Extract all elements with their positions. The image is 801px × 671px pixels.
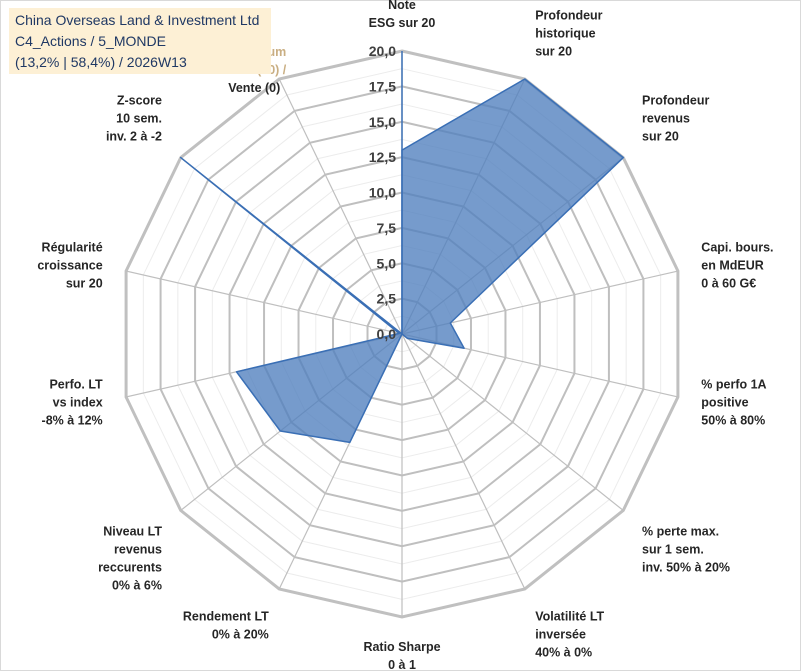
tick-label: 7,5	[377, 220, 397, 236]
axis-label-line: inv. 2 à -2	[106, 130, 162, 144]
axis-label-11: Régularité croissance sur 20	[37, 241, 102, 291]
tick-label: 5,0	[377, 255, 397, 271]
axis-label-line: 0 à 1	[388, 658, 416, 671]
axis-label-12: Z-score 10 sem. inv. 2 à -2	[106, 94, 162, 144]
chart-title-box: China Overseas Land & Investment Ltd C4_…	[9, 8, 271, 74]
axis-label-line: 0% à 20%	[212, 628, 269, 642]
axis-label-line: en MdEUR	[701, 259, 764, 273]
axis-label-line: revenus	[114, 542, 162, 556]
axis-label-line: Profondeur	[535, 8, 602, 22]
axis-label-line: croissance	[37, 259, 102, 273]
radar-series	[179, 78, 625, 444]
tick-label: 17,5	[369, 78, 396, 94]
tick-label: 12,5	[369, 149, 396, 165]
tick-label: 15,0	[369, 114, 396, 130]
axis-label-7: Ratio Sharpe 0 à 1	[363, 640, 440, 671]
axis-label-line: vs index	[53, 395, 103, 409]
axis-label-line: ESG sur 20	[369, 16, 436, 30]
chart-title: China Overseas Land & Investment Ltd	[15, 12, 260, 28]
chart-subtitle-category: C4_Actions / 5_MONDE	[15, 33, 166, 49]
axis-label-line: positive	[701, 395, 748, 409]
axis-label-4: % perfo 1A positive 50% à 80%	[701, 377, 766, 427]
axis-label-line: 10 sem.	[116, 112, 162, 126]
axis-label-line: Profondeur	[642, 94, 709, 108]
axis-label-line: 0% à 6%	[112, 578, 162, 592]
tick-label: 2,5	[377, 291, 397, 307]
axis-label-line: inv. 50% à 20%	[642, 560, 730, 574]
axis-label-line: inversée	[535, 628, 586, 642]
axis-label-line: Vente (0)	[228, 81, 280, 95]
axis-label-line: reccurents	[98, 560, 162, 574]
axis-label-line: 50% à 80%	[701, 413, 765, 427]
series-area	[179, 78, 625, 444]
axis-label-line: 40% à 0%	[535, 646, 592, 660]
axis-label-10: Perfo. LT vs index -8% à 12%	[42, 377, 104, 427]
axis-label-line: % perte max.	[642, 524, 719, 538]
grid-spoke	[401, 333, 526, 590]
axis-label-line: Régularité	[42, 241, 103, 255]
axis-label-line: Perfo. LT	[49, 377, 103, 391]
axis-label-line: % perfo 1A	[701, 377, 766, 391]
axis-label-5: % perte max. sur 1 sem. inv. 50% à 20%	[642, 524, 730, 574]
axis-label-line: sur 20	[66, 277, 103, 291]
axis-label-line: revenus	[642, 112, 690, 126]
axis-label-line: Volatilité LT	[535, 610, 604, 624]
axis-label-6: Volatilité LT inversée 40% à 0%	[535, 610, 604, 660]
radial-tick-labels: 0,0 2,5 5,0 7,5 10,0 12,5 15,0 17,5 20,0	[369, 43, 396, 342]
grid-spoke	[401, 333, 624, 511]
axis-label-2: Profondeur revenus sur 20	[642, 94, 709, 144]
axis-label-line: sur 1 sem.	[642, 542, 704, 556]
axis-label-9: Niveau LT revenus reccurents 0% à 6%	[98, 524, 162, 592]
grid-spoke	[125, 270, 403, 335]
tick-label: 10,0	[369, 185, 396, 201]
axis-label-line: Z-score	[117, 94, 162, 108]
axis-label-0: Note ESG sur 20	[369, 0, 436, 30]
axis-label-1: Profondeur historique sur 20	[535, 8, 602, 58]
axis-label-line: Rendement LT	[183, 610, 269, 624]
axis-label-line: historique	[535, 26, 595, 40]
tick-label: 0,0	[377, 326, 397, 342]
axis-label-line: Capi. bours.	[701, 241, 773, 255]
axis-label-line: -8% à 12%	[42, 413, 103, 427]
axis-label-8: Rendement LT 0% à 20%	[183, 610, 269, 642]
axis-label-line: sur 20	[642, 130, 679, 144]
axis-label-3: Capi. bours. en MdEUR 0 à 60 G€	[701, 241, 773, 291]
axis-label-line: sur 20	[535, 44, 572, 58]
axis-label-line: Niveau LT	[103, 524, 162, 538]
tick-label: 20,0	[369, 43, 396, 59]
grid-spoke	[278, 78, 403, 335]
axis-label-line: Note	[388, 0, 416, 12]
axis-label-line: Ratio Sharpe	[363, 640, 440, 654]
chart-subtitle-stats: (13,2% | 58,4%) / 2026W13	[15, 54, 187, 70]
axis-label-line: 0 à 60 G€	[701, 277, 756, 291]
